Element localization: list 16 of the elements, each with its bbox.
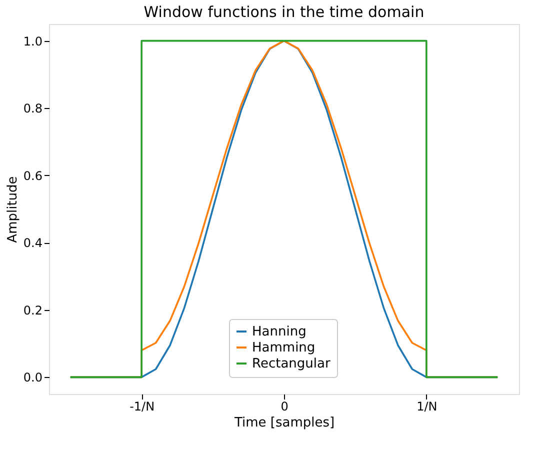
y-tick-label: 1.0 bbox=[23, 34, 42, 48]
x-tick-label: 0 bbox=[280, 400, 288, 414]
line-series bbox=[69, 40, 499, 378]
y-tick-label: 0.4 bbox=[23, 236, 42, 250]
x-tick-label: -1/N bbox=[130, 400, 155, 414]
y-tick-label: 0.8 bbox=[23, 102, 42, 116]
chart-title: Window functions in the time domain bbox=[144, 3, 424, 21]
y-tick-label: 0.0 bbox=[23, 370, 42, 385]
legend-label: Rectangular bbox=[252, 356, 331, 372]
x-axis-title: Time [samples] bbox=[233, 416, 335, 430]
legend-label: Hamming bbox=[252, 340, 316, 356]
y-axis-title: Amplitude bbox=[5, 176, 20, 243]
x-tick-label: 1/N bbox=[416, 400, 438, 414]
legend-label: Hanning bbox=[252, 324, 306, 340]
y-tick-label: 0.6 bbox=[23, 168, 42, 183]
y-tick-label: 0.2 bbox=[23, 303, 42, 318]
